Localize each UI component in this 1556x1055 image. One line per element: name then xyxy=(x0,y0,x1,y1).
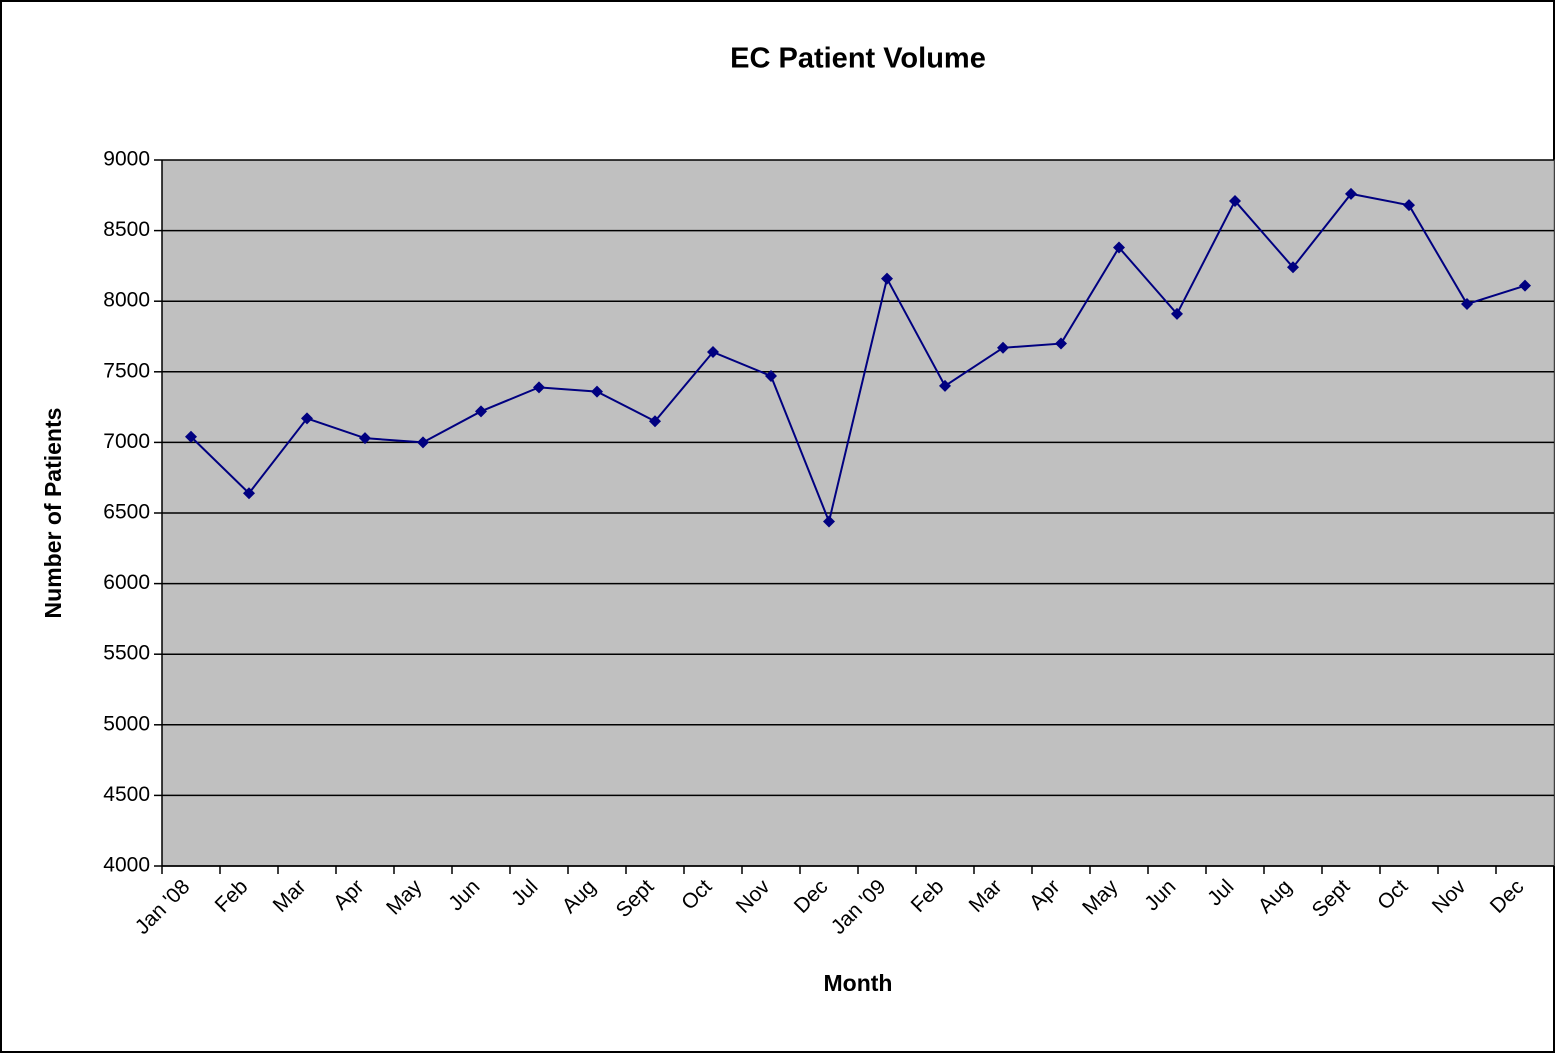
y-tick-label: 8500 xyxy=(103,218,150,241)
chart-title: EC Patient Volume xyxy=(730,43,986,75)
y-tick-label: 4500 xyxy=(103,783,150,806)
data-point xyxy=(823,515,835,528)
data-point xyxy=(939,379,951,392)
data-point xyxy=(475,405,487,418)
y-tick-label: 6000 xyxy=(103,571,150,594)
y-tick-label: 7000 xyxy=(103,430,150,453)
data-point xyxy=(1345,187,1357,200)
data-point xyxy=(1287,261,1299,274)
data-point xyxy=(359,432,371,445)
data-point xyxy=(1403,199,1415,212)
y-tick-label: 8000 xyxy=(103,289,150,312)
y-tick-label: 4000 xyxy=(103,854,150,877)
data-point xyxy=(185,430,197,443)
y-tick-label: 7500 xyxy=(103,359,150,382)
y-tick-label: 5500 xyxy=(103,642,150,665)
data-point xyxy=(1113,241,1125,254)
data-point xyxy=(417,436,429,449)
data-point xyxy=(591,385,603,398)
y-tick-label: 5000 xyxy=(103,712,150,735)
data-point xyxy=(243,487,255,500)
data-point xyxy=(997,341,1009,354)
data-point xyxy=(1055,337,1067,350)
y-tick-label: 6500 xyxy=(103,501,150,524)
x-axis-label: Month xyxy=(824,970,893,996)
data-point xyxy=(881,272,893,285)
y-axis-label: Number of Patients xyxy=(40,408,66,619)
data-point xyxy=(707,346,719,359)
data-point xyxy=(765,370,777,383)
series-line xyxy=(190,192,1526,525)
data-point xyxy=(649,415,661,428)
data-point xyxy=(1171,307,1183,320)
data-point xyxy=(533,381,545,394)
data-point xyxy=(1229,194,1241,207)
data-point xyxy=(301,412,313,425)
data-point xyxy=(1461,298,1473,311)
data-point xyxy=(1519,279,1531,292)
y-tick-label: 9000 xyxy=(103,148,150,171)
